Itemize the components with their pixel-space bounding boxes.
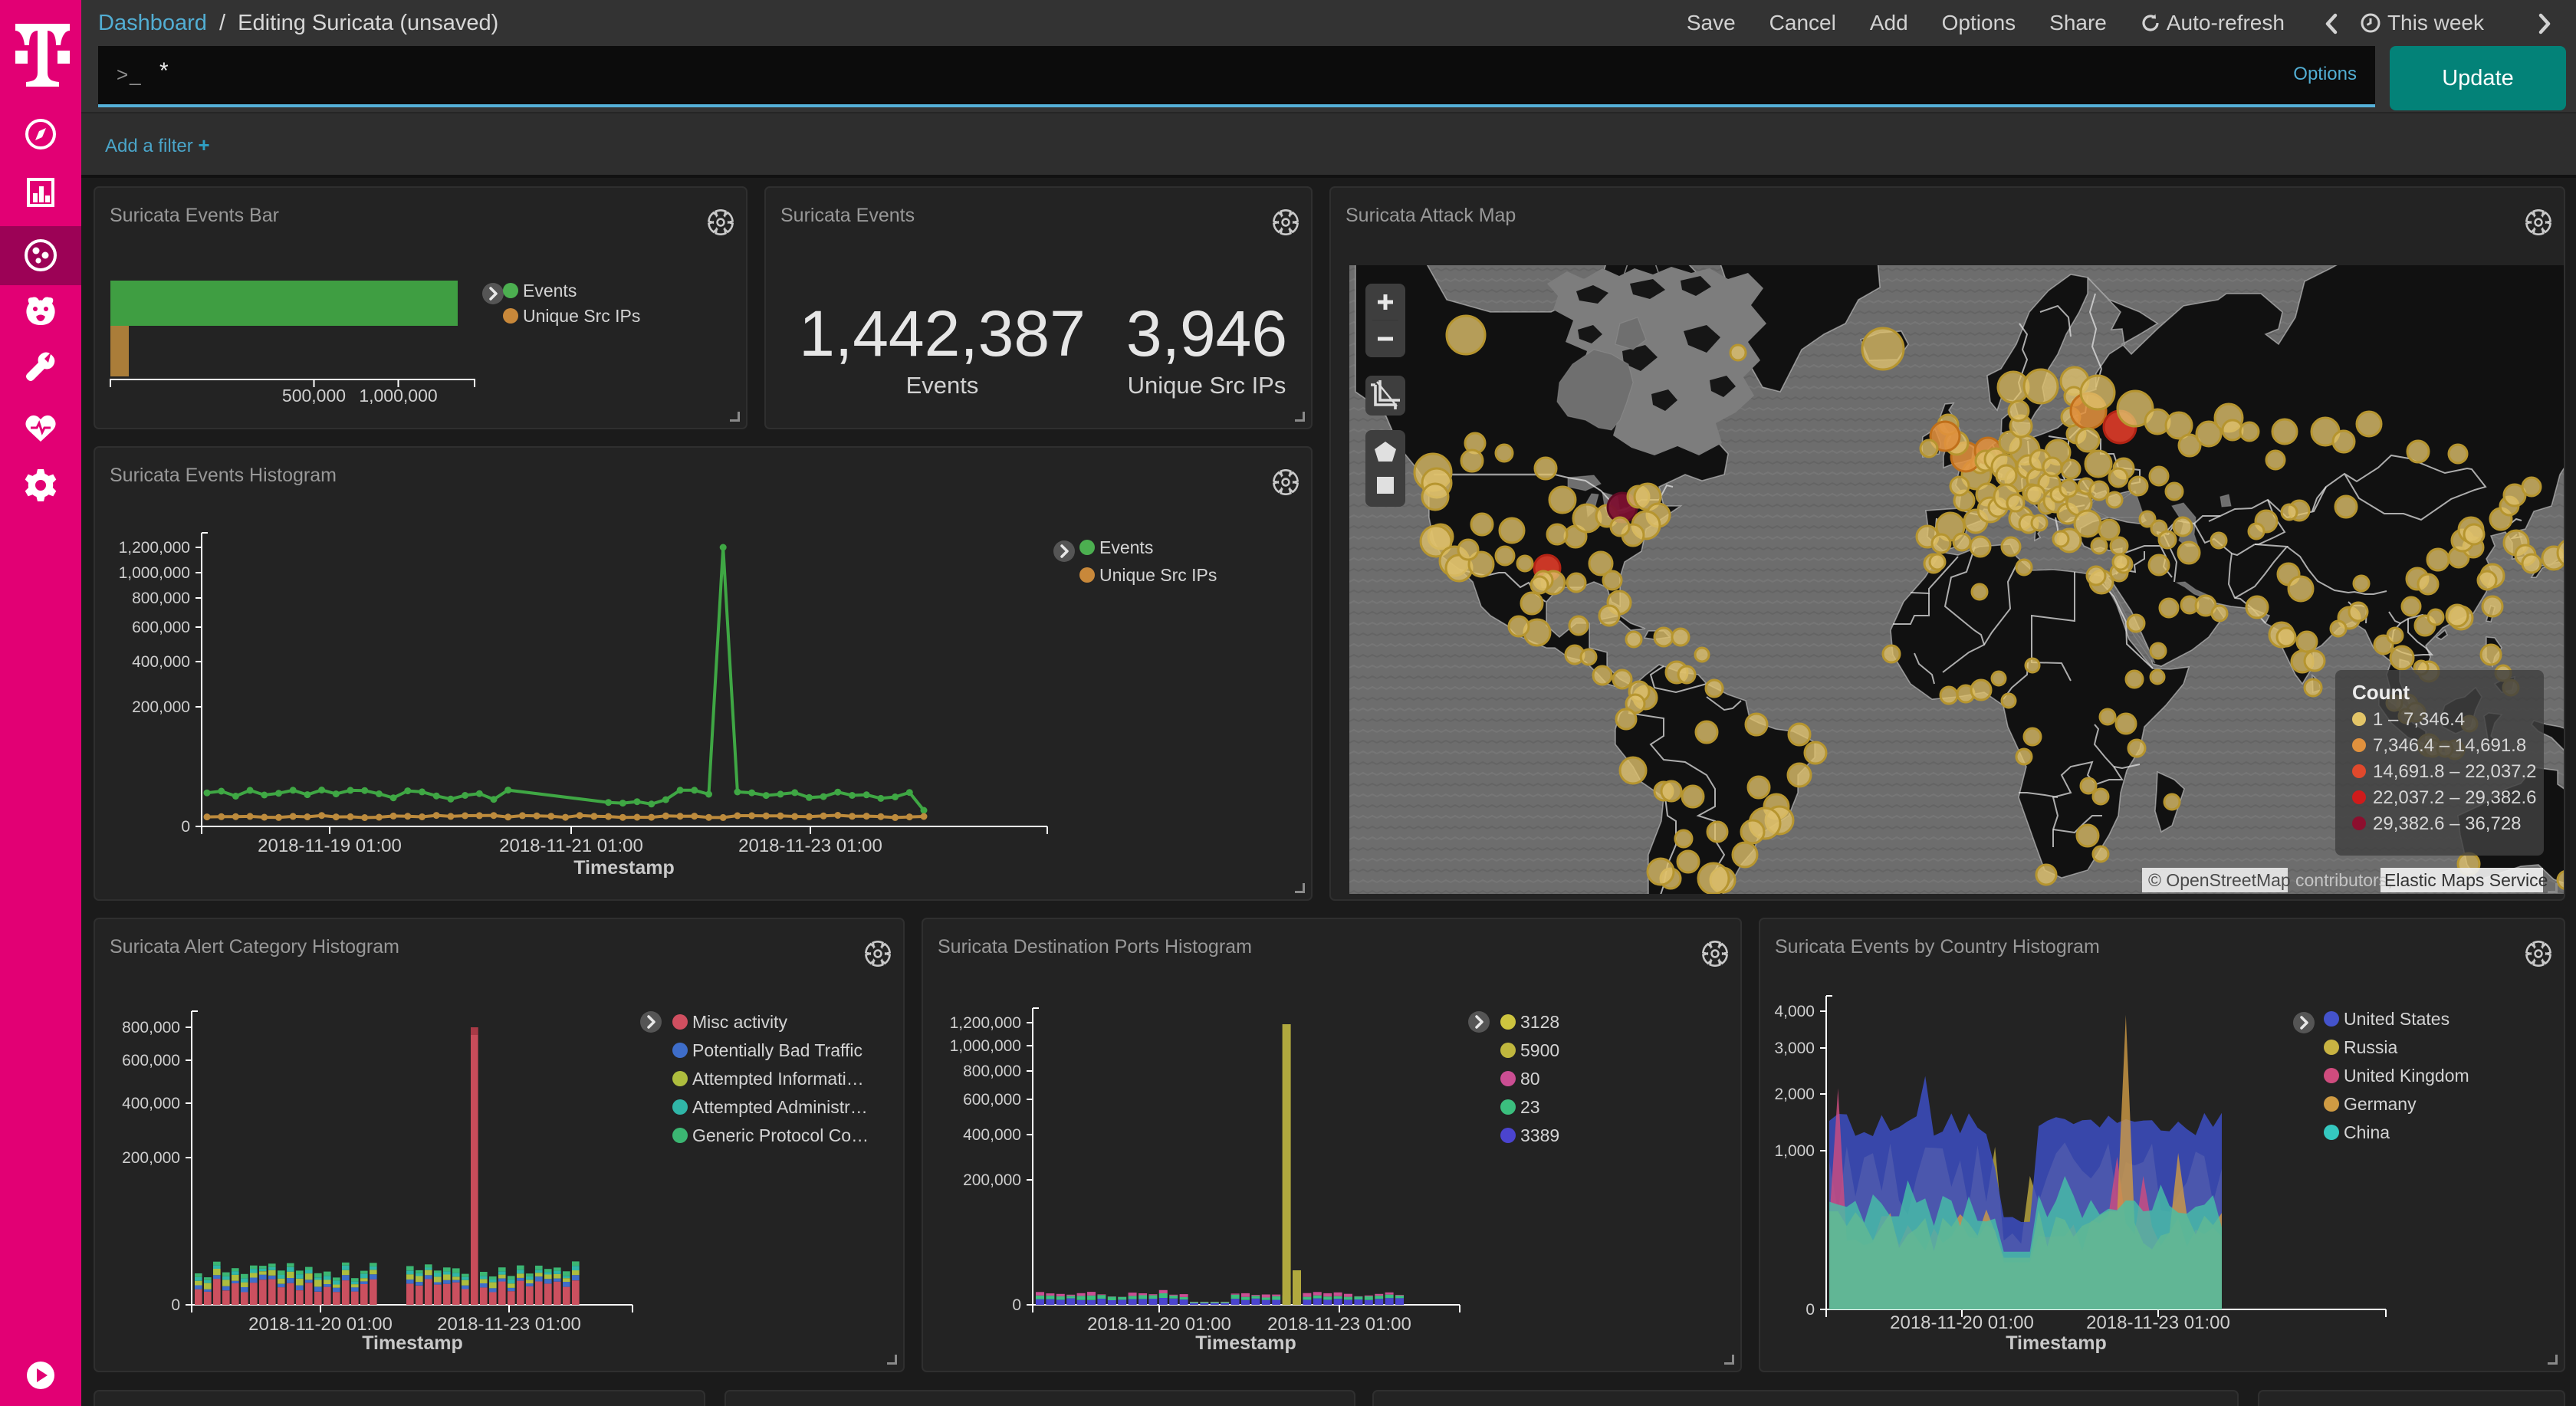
svg-text:800,000: 800,000 xyxy=(132,590,190,607)
svg-text:3389: 3389 xyxy=(1520,1125,1559,1145)
svg-text:14,691.8 – 22,037.2: 14,691.8 – 22,037.2 xyxy=(2373,761,2537,782)
svg-text:2018-11-23 01:00: 2018-11-23 01:00 xyxy=(2086,1312,2230,1333)
svg-text:Unique Src IPs: Unique Src IPs xyxy=(523,306,640,326)
svg-text:2018-11-23 01:00: 2018-11-23 01:00 xyxy=(738,836,882,856)
svg-text:Timestamp: Timestamp xyxy=(1195,1332,1296,1354)
svg-text:1,000,000: 1,000,000 xyxy=(950,1037,1021,1055)
svg-text:80: 80 xyxy=(1520,1069,1540,1089)
svg-text:800,000: 800,000 xyxy=(963,1063,1021,1080)
svg-text:400,000: 400,000 xyxy=(132,653,190,671)
svg-text:400,000: 400,000 xyxy=(963,1126,1021,1144)
svg-text:Elastic Maps Service: Elastic Maps Service xyxy=(2384,870,2548,890)
svg-text:Attempted Administr…: Attempted Administr… xyxy=(692,1097,868,1117)
svg-text:United States: United States xyxy=(2344,1009,2450,1029)
svg-text:600,000: 600,000 xyxy=(122,1052,180,1069)
svg-text:200,000: 200,000 xyxy=(963,1171,1021,1189)
svg-text:0: 0 xyxy=(1012,1296,1021,1314)
svg-text:Timestamp: Timestamp xyxy=(573,857,675,879)
svg-text:22,037.2 – 29,382.6: 22,037.2 – 29,382.6 xyxy=(2373,787,2537,808)
svg-text:4,000: 4,000 xyxy=(1774,1003,1815,1020)
svg-text:Events: Events xyxy=(523,281,577,301)
svg-text:Misc activity: Misc activity xyxy=(692,1012,787,1032)
svg-text:200,000: 200,000 xyxy=(122,1149,180,1167)
svg-text:0: 0 xyxy=(1806,1301,1815,1319)
svg-text:1,000,000: 1,000,000 xyxy=(119,564,190,582)
svg-text:© OpenStreetMap: © OpenStreetMap xyxy=(2148,870,2291,890)
svg-text:200,000: 200,000 xyxy=(132,698,190,716)
svg-text:600,000: 600,000 xyxy=(963,1091,1021,1109)
svg-text:2018-11-20 01:00: 2018-11-20 01:00 xyxy=(1890,1312,2034,1333)
svg-text:2018-11-19 01:00: 2018-11-19 01:00 xyxy=(258,836,402,856)
svg-text:2018-11-23 01:00: 2018-11-23 01:00 xyxy=(1267,1314,1411,1335)
svg-text:3,000: 3,000 xyxy=(1774,1040,1815,1057)
svg-text:1 – 7,346.4: 1 – 7,346.4 xyxy=(2373,709,2465,730)
svg-text:400,000: 400,000 xyxy=(122,1095,180,1112)
svg-text:2018-11-23 01:00: 2018-11-23 01:00 xyxy=(437,1314,581,1335)
svg-text:Timestamp: Timestamp xyxy=(362,1332,463,1354)
svg-text:United Kingdom: United Kingdom xyxy=(2344,1066,2469,1086)
svg-text:Russia: Russia xyxy=(2344,1037,2398,1057)
svg-text:Attempted Informati…: Attempted Informati… xyxy=(692,1069,864,1089)
svg-text:Events: Events xyxy=(1099,537,1153,557)
svg-text:2018-11-20 01:00: 2018-11-20 01:00 xyxy=(1087,1314,1231,1335)
svg-text:1,200,000: 1,200,000 xyxy=(950,1014,1021,1032)
svg-text:1,000: 1,000 xyxy=(1774,1142,1815,1160)
svg-text:Germany: Germany xyxy=(2344,1094,2417,1114)
svg-text:2018-11-20 01:00: 2018-11-20 01:00 xyxy=(248,1314,393,1335)
svg-text:3128: 3128 xyxy=(1520,1012,1559,1032)
svg-text:Potentially Bad Traffic: Potentially Bad Traffic xyxy=(692,1040,863,1060)
svg-text:Generic Protocol Co…: Generic Protocol Co… xyxy=(692,1125,869,1145)
svg-text:2018-11-21 01:00: 2018-11-21 01:00 xyxy=(499,836,643,856)
svg-text:0: 0 xyxy=(171,1296,180,1314)
svg-text:Timestamp: Timestamp xyxy=(2006,1332,2107,1354)
svg-text:contributors,: contributors, xyxy=(2295,870,2393,890)
svg-text:1,200,000: 1,200,000 xyxy=(119,539,190,557)
svg-text:800,000: 800,000 xyxy=(122,1019,180,1036)
svg-text:Unique Src IPs: Unique Src IPs xyxy=(1099,565,1217,585)
svg-text:5900: 5900 xyxy=(1520,1040,1559,1060)
svg-text:0: 0 xyxy=(181,818,190,836)
svg-text:29,382.6 – 36,728: 29,382.6 – 36,728 xyxy=(2373,813,2522,834)
svg-text:Count: Count xyxy=(2352,681,2410,704)
svg-text:7,346.4 – 14,691.8: 7,346.4 – 14,691.8 xyxy=(2373,735,2526,756)
svg-text:500,000: 500,000 xyxy=(282,386,346,406)
svg-text:2,000: 2,000 xyxy=(1774,1086,1815,1103)
svg-text:1,000,000: 1,000,000 xyxy=(359,386,437,406)
svg-text:23: 23 xyxy=(1520,1097,1540,1117)
svg-text:China: China xyxy=(2344,1122,2390,1142)
svg-text:600,000: 600,000 xyxy=(132,619,190,636)
